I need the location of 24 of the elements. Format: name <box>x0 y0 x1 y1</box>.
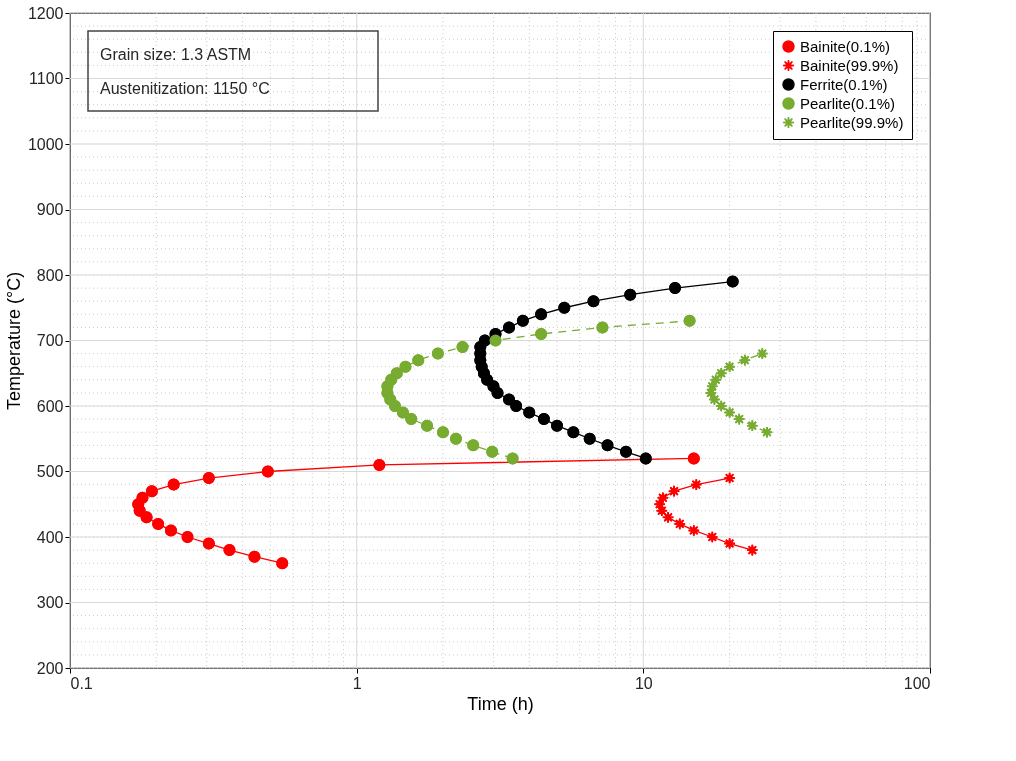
y-tick-label: 400 <box>36 528 64 546</box>
legend-label: Ferrite(0.1%) <box>800 75 888 93</box>
y-tick-label: 300 <box>36 594 64 611</box>
legend-label: Bainite(0.1%) <box>800 37 891 55</box>
legend-label: Pearlite(99.9%) <box>800 113 904 131</box>
y-tick-label: 1200 <box>27 4 64 22</box>
annotation: Grain size: 1.3 ASTM <box>100 46 252 63</box>
y-axis-title: Temperature (°C) <box>3 271 24 411</box>
y-tick-label: 1100 <box>29 70 64 87</box>
y-tick-label: 200 <box>36 659 64 677</box>
y-tick-label: 500 <box>36 463 64 480</box>
y-tick-label: 800 <box>36 266 64 284</box>
y-tick-label: 900 <box>36 201 64 218</box>
legend-label: Pearlite(0.1%) <box>800 94 896 112</box>
x-tick-label: 100 <box>903 674 931 692</box>
x-tick-label: 0.1 <box>70 674 93 692</box>
legend-label: Bainite(99.9%) <box>800 56 899 74</box>
y-tick-label: 1000 <box>27 135 64 153</box>
y-tick-label: 700 <box>36 332 64 349</box>
x-tick-label: 1 <box>352 674 362 692</box>
y-tick-label: 600 <box>36 397 64 415</box>
x-axis-title: Time (h) <box>467 693 534 714</box>
annotation: Austenitization: 1150 °C <box>100 80 270 97</box>
x-tick-label: 10 <box>634 674 653 692</box>
